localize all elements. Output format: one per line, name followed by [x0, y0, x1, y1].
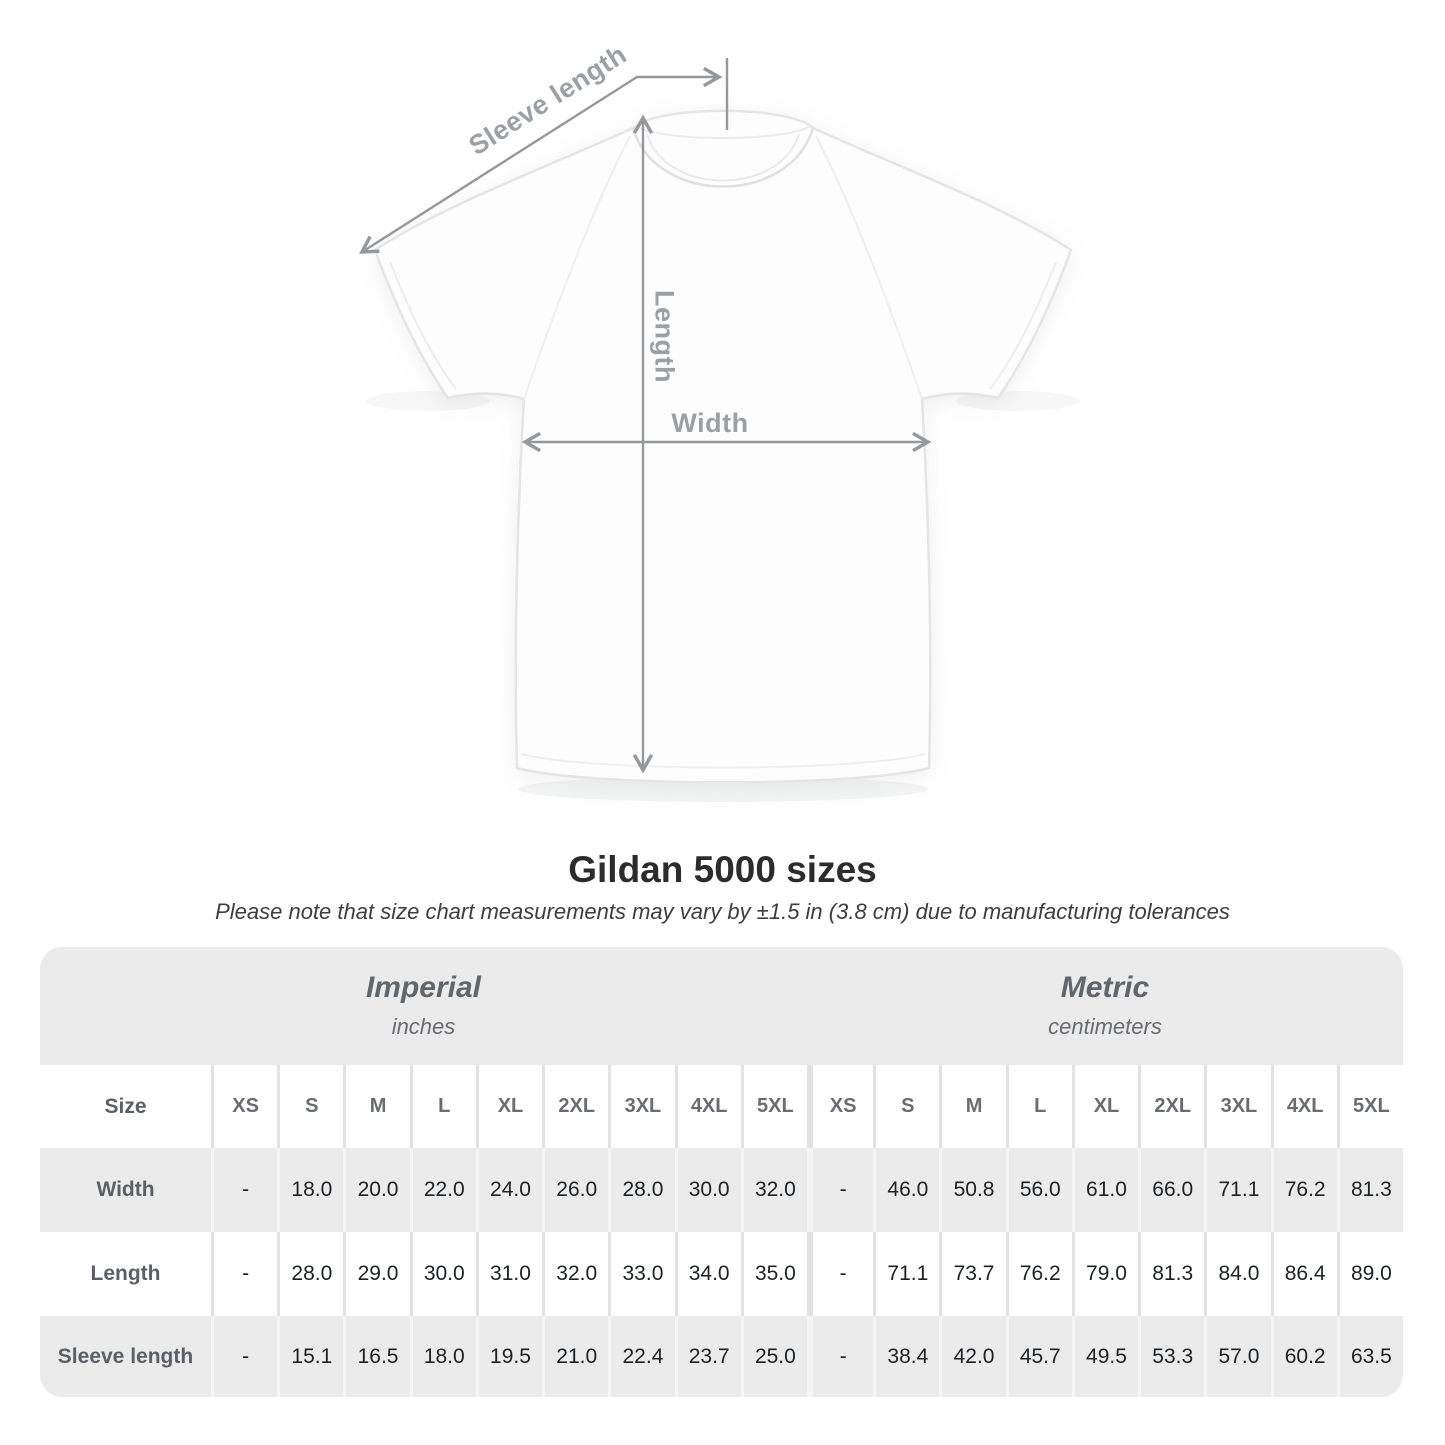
row-length-metric-cell: 71.1	[873, 1232, 940, 1316]
row-length-imperial-cell: 33.0	[608, 1232, 675, 1316]
row-width-imperial-cell: 32.0	[740, 1148, 807, 1232]
size-header-imperial: M	[343, 1065, 410, 1148]
row-width-metric-cell: 56.0	[1005, 1148, 1072, 1232]
row-length-metric-cell: 81.3	[1138, 1232, 1205, 1316]
row-sleeve-length-imperial-cell: 23.7	[674, 1316, 741, 1397]
size-header-metric: XS	[806, 1065, 874, 1148]
row-length-metric-cell: 89.0	[1336, 1232, 1403, 1316]
row-width-imperial-cell: 26.0	[542, 1148, 609, 1232]
page-title: Gildan 5000 sizes	[568, 849, 877, 890]
size-header-imperial: XL	[475, 1065, 543, 1148]
row-width-metric-cell: 81.3	[1336, 1148, 1403, 1232]
row-width-metric-cell: 71.1	[1204, 1148, 1271, 1232]
row-width-metric-cell: 66.0	[1138, 1148, 1205, 1232]
group-unit-imperial: inches	[391, 1014, 456, 1039]
row-sleeve-length-metric-cell: 53.3	[1138, 1316, 1205, 1397]
row-width-metric-cell: 50.8	[939, 1148, 1006, 1232]
row-sleeve-length-label: Sleeve length	[40, 1316, 211, 1397]
row-sleeve-length-imperial-cell: 22.4	[608, 1316, 675, 1397]
row-length-imperial-cell: 30.0	[409, 1232, 476, 1316]
tolerance-note: Please note that size chart measurements…	[215, 899, 1230, 924]
row-sleeve-length-metric-cell: -	[806, 1316, 874, 1397]
row-length-label: Length	[40, 1232, 211, 1316]
size-column-header: Size	[40, 1065, 211, 1148]
unit-group-imperial: Imperial inches	[40, 947, 807, 1065]
row-width-imperial-cell: 18.0	[277, 1148, 344, 1232]
size-header-metric: 5XL	[1336, 1065, 1403, 1148]
size-header-imperial: L	[409, 1065, 476, 1148]
size-header-metric: M	[939, 1065, 1006, 1148]
size-header-metric: L	[1005, 1065, 1072, 1148]
row-sleeve-length-imperial-cell: 21.0	[542, 1316, 609, 1397]
length-label: Length	[649, 290, 680, 383]
row-length-metric-cell: 79.0	[1071, 1232, 1139, 1316]
row-width-metric-cell: 46.0	[873, 1148, 940, 1232]
row-width-imperial-cell: 24.0	[475, 1148, 543, 1232]
row-width-imperial-cell: 30.0	[674, 1148, 741, 1232]
row-width-imperial-cell: 28.0	[608, 1148, 675, 1232]
row-length-metric-cell: 76.2	[1005, 1232, 1072, 1316]
row-sleeve-length-imperial-cell: 25.0	[740, 1316, 807, 1397]
size-header-metric: 2XL	[1138, 1065, 1205, 1148]
row-length-imperial-cell: 31.0	[475, 1232, 543, 1316]
row-sleeve-length-metric-cell: 57.0	[1204, 1316, 1271, 1397]
row-length-metric-cell: 73.7	[939, 1232, 1006, 1316]
size-header-imperial: S	[277, 1065, 344, 1148]
row-width-label: Width	[40, 1148, 211, 1232]
row-sleeve-length-imperial-cell: 18.0	[409, 1316, 476, 1397]
row-length-imperial-cell: 28.0	[277, 1232, 344, 1316]
row-sleeve-length-imperial-cell: -	[211, 1316, 278, 1397]
size-header-metric: 3XL	[1204, 1065, 1271, 1148]
group-unit-metric: centimeters	[1048, 1014, 1162, 1039]
row-length-imperial-cell: 29.0	[343, 1232, 410, 1316]
row-length-imperial-cell: 32.0	[542, 1232, 609, 1316]
width-label: Width	[671, 408, 749, 438]
size-header-imperial: 5XL	[740, 1065, 807, 1148]
sleeve-length-arrow	[359, 66, 723, 254]
unit-group-metric: Metric centimeters	[806, 947, 1403, 1065]
row-width-imperial-cell: 22.0	[409, 1148, 476, 1232]
row-sleeve-length-metric-cell: 42.0	[939, 1316, 1006, 1397]
row-length-imperial-cell: -	[211, 1232, 278, 1316]
group-name-metric: Metric	[1060, 971, 1150, 1004]
size-header-metric: S	[873, 1065, 940, 1148]
size-header-metric: 4XL	[1270, 1065, 1337, 1148]
group-name-imperial: Imperial	[365, 971, 482, 1004]
row-width-metric-cell: 76.2	[1270, 1148, 1337, 1232]
row-sleeve-length-metric-cell: 49.5	[1071, 1316, 1139, 1397]
tshirt-illustration	[373, 109, 1073, 784]
row-width-metric-cell: -	[806, 1148, 874, 1232]
size-header-imperial: 2XL	[542, 1065, 609, 1148]
size-header-metric: XL	[1071, 1065, 1139, 1148]
row-sleeve-length-imperial-cell: 16.5	[343, 1316, 410, 1397]
row-sleeve-length-imperial-cell: 19.5	[475, 1316, 543, 1397]
row-length-metric-cell: 84.0	[1204, 1232, 1271, 1316]
row-length-metric-cell: 86.4	[1270, 1232, 1337, 1316]
row-width-imperial-cell: 20.0	[343, 1148, 410, 1232]
row-sleeve-length-metric-cell: 60.2	[1270, 1316, 1337, 1397]
row-length-imperial-cell: 34.0	[674, 1232, 741, 1316]
size-header-imperial: 4XL	[674, 1065, 741, 1148]
row-width-metric-cell: 61.0	[1071, 1148, 1139, 1232]
row-length-imperial-cell: 35.0	[740, 1232, 807, 1316]
tshirt-diagram	[359, 58, 1073, 802]
size-table: Imperial inches Metric centimeters Size X…	[40, 947, 1403, 1397]
row-sleeve-length-metric-cell: 38.4	[873, 1316, 940, 1397]
row-sleeve-length-metric-cell: 45.7	[1005, 1316, 1072, 1397]
row-sleeve-length-metric-cell: 63.5	[1336, 1316, 1403, 1397]
size-header-imperial: XS	[211, 1065, 278, 1148]
size-header-imperial: 3XL	[608, 1065, 675, 1148]
row-sleeve-length-imperial-cell: 15.1	[277, 1316, 344, 1397]
row-width-imperial-cell: -	[211, 1148, 278, 1232]
row-length-metric-cell: -	[806, 1232, 874, 1316]
